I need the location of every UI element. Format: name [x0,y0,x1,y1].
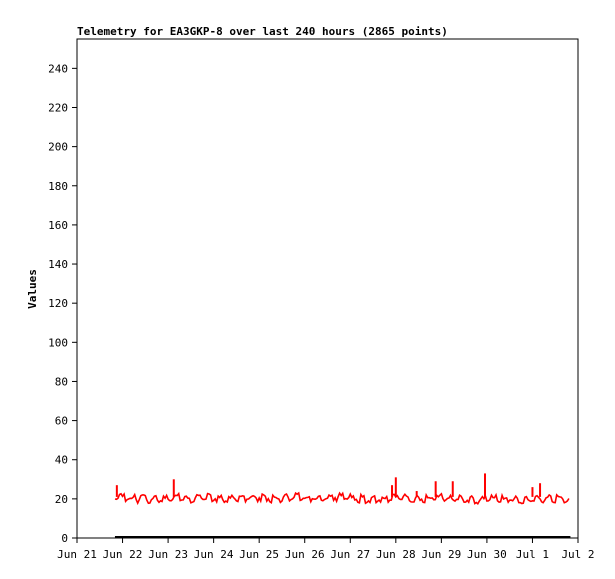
y-tick-label: 140 [48,258,68,271]
y-tick-label: 60 [55,415,68,428]
x-tick-label: Jul 1 [516,548,549,561]
x-tick-label: Jun 29 [421,548,461,561]
y-tick-label: 40 [55,454,68,467]
series-layer [114,473,571,538]
y-tick-label: 200 [48,141,68,154]
x-tick-label: Jun 24 [194,548,234,561]
y-axis-label: Values [26,269,39,309]
x-tick-label: Jul 2 [561,548,594,561]
x-tick-label: Jun 25 [239,548,279,561]
y-tick-label: 240 [48,62,68,75]
x-tick-label: Jun 21 [57,548,97,561]
y-tick-label: 220 [48,101,68,114]
y-tick-label: 120 [48,297,68,310]
x-axis: Jun 21 Jun 22 Jun 23 Jun 24 Jun 25 Jun 26 Jun … [57,538,595,561]
y-axis: 0 20 40 60 80 100 120 140 160 180 200 220 240 [48,62,77,545]
x-tick-label: Jun 27 [330,548,370,561]
chart-title: Telemetry for EA3GKP-8 over last 240 hou… [77,25,448,38]
x-tick-label: Jun 30 [467,548,507,561]
x-tick-label: Jun 22 [103,548,143,561]
y-tick-label: 0 [61,532,68,545]
y-tick-label: 100 [48,336,68,349]
x-tick-label: Jun 26 [285,548,325,561]
y-tick-label: 160 [48,219,68,232]
y-tick-label: 20 [55,493,68,506]
y-tick-label: 80 [55,375,68,388]
plot-frame [76,38,579,539]
x-tick-label: Jun 23 [148,548,188,561]
y-tick-label: 180 [48,180,68,193]
series-line-red [114,491,570,506]
x-tick-label: Jun 28 [376,548,416,561]
